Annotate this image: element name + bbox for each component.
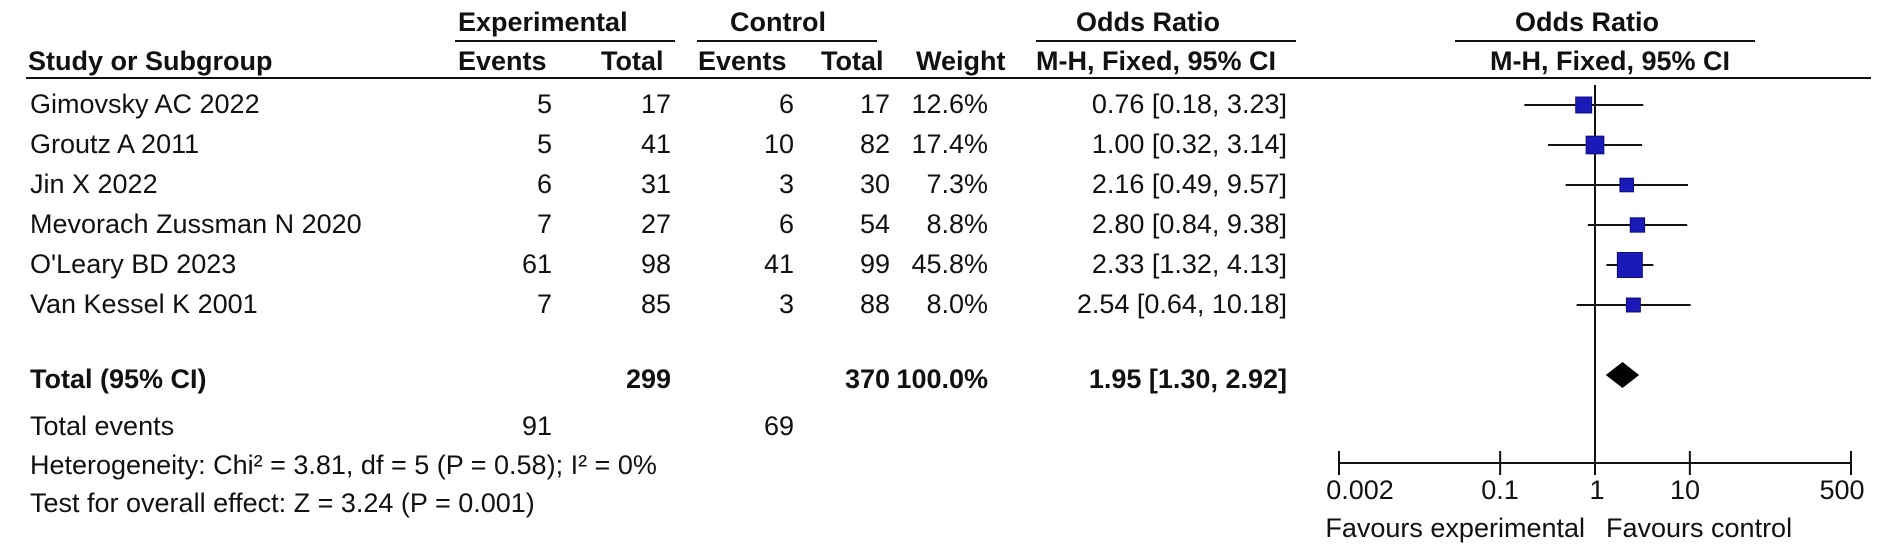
study-name: Groutz A 2011 [30, 129, 200, 159]
events-experimental: 6 [536, 169, 552, 199]
total-experimental: 85 [640, 289, 671, 319]
pooled-diamond [1605, 362, 1640, 388]
study-marker [1629, 217, 1646, 233]
tick-label-500: 500 [1819, 475, 1865, 505]
total-experimental-header: Total [601, 46, 664, 76]
study-marker [1616, 252, 1643, 278]
study-name: Gimovsky AC 2022 [30, 89, 260, 119]
total-events-control: 69 [763, 411, 794, 441]
events-experimental: 7 [536, 209, 552, 239]
study-name: O'Leary BD 2023 [30, 249, 237, 279]
study-name: Van Kessel K 2001 [30, 289, 258, 319]
events-experimental: 5 [536, 129, 552, 159]
tick-label-0.1: 0.1 [1481, 475, 1519, 505]
events-experimental: 61 [521, 249, 552, 279]
control-underline [697, 40, 877, 42]
weight-value: 7.3% [926, 169, 988, 199]
method-text-header: M-H, Fixed, 95% CI [1036, 46, 1277, 76]
ci-text: 0.76 [0.18, 3.23] [1091, 89, 1287, 119]
weight-value: 12.6% [911, 89, 988, 119]
odds-ratio-plot-header: Odds Ratio [1515, 7, 1660, 37]
total-control: 54 [859, 209, 890, 239]
weight-header: Weight [916, 46, 1006, 76]
total-experimental-sum: 299 [625, 364, 671, 394]
weight-value: 17.4% [911, 129, 988, 159]
weight-value: 8.0% [926, 289, 988, 319]
events-experimental: 7 [536, 289, 552, 319]
or-plot-underline [1455, 40, 1755, 42]
total-control: 17 [859, 89, 890, 119]
ci-text: 2.80 [0.84, 9.38] [1091, 209, 1287, 239]
study-marker [1575, 96, 1593, 114]
experimental-group-header: Experimental [458, 7, 628, 37]
control-group-header: Control [730, 7, 826, 37]
ci-text: 2.16 [0.49, 9.57] [1091, 169, 1287, 199]
heterogeneity-text: Heterogeneity: Chi² = 3.81, df = 5 (P = … [30, 450, 657, 480]
experimental-underline [455, 40, 675, 42]
total-events-label: Total events [30, 411, 175, 441]
tick-label-10: 10 [1669, 475, 1701, 505]
favours-control-label: Favours control [1606, 513, 1793, 543]
study-marker [1619, 177, 1635, 193]
events-experimental-header: Events [458, 46, 547, 76]
total-experimental: 41 [640, 129, 671, 159]
total-control: 99 [859, 249, 890, 279]
study-marker [1585, 135, 1605, 155]
study-column-header: Study or Subgroup [28, 46, 273, 76]
ci-text: 1.00 [0.32, 3.14] [1091, 129, 1287, 159]
tick-label-0.002: 0.002 [1326, 475, 1394, 505]
events-experimental: 5 [536, 89, 552, 119]
events-control-header: Events [698, 46, 787, 76]
total-events-experimental: 91 [521, 411, 552, 441]
study-name: Mevorach Zussman N 2020 [30, 209, 362, 239]
odds-ratio-text-header: Odds Ratio [1076, 7, 1221, 37]
total-experimental: 98 [640, 249, 671, 279]
favours-experimental-label: Favours experimental [1325, 513, 1585, 543]
total-control-header: Total [821, 46, 884, 76]
total-experimental: 31 [640, 169, 671, 199]
ci-text: 2.33 [1.32, 4.13] [1091, 249, 1287, 279]
header-rule [26, 77, 1871, 79]
total-experimental: 27 [640, 209, 671, 239]
method-plot-header: M-H, Fixed, 95% CI [1490, 46, 1731, 76]
weight-value: 8.8% [926, 209, 988, 239]
total-ci-text: 1.95 [1.30, 2.92] [1088, 364, 1287, 394]
total-weight: 100.0% [896, 364, 988, 394]
or-text-underline [1036, 40, 1296, 42]
total-control-sum: 370 [844, 364, 890, 394]
study-marker [1625, 297, 1641, 313]
events-control: 6 [778, 209, 794, 239]
overall-effect-text: Test for overall effect: Z = 3.24 (P = 0… [30, 488, 535, 518]
events-control: 3 [778, 289, 794, 319]
total-experimental: 17 [640, 89, 671, 119]
total-label: Total (95% CI) [30, 364, 207, 394]
events-control: 41 [763, 249, 794, 279]
events-control: 6 [778, 89, 794, 119]
events-control: 3 [778, 169, 794, 199]
total-control: 88 [859, 289, 890, 319]
total-control: 82 [859, 129, 890, 159]
events-control: 10 [763, 129, 794, 159]
tick-label-1: 1 [1589, 475, 1605, 505]
weight-value: 45.8% [911, 249, 988, 279]
study-name: Jin X 2022 [30, 169, 158, 199]
ci-text: 2.54 [0.64, 10.18] [1076, 289, 1287, 319]
total-control: 30 [859, 169, 890, 199]
